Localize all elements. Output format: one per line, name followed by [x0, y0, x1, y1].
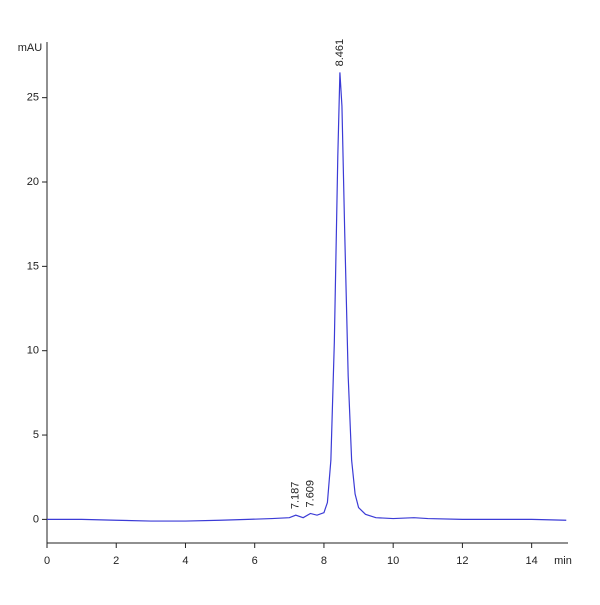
x-tick-label: 10 — [387, 555, 399, 567]
y-tick-label: 15 — [27, 260, 39, 272]
trace — [47, 72, 567, 522]
y-tick-label: 20 — [27, 176, 39, 188]
x-tick-label: 6 — [252, 555, 258, 567]
x-tick-label: 0 — [44, 555, 50, 567]
x-tick-label: 2 — [113, 555, 119, 567]
x-tick-label: 8 — [321, 555, 327, 567]
x-axis-label: min — [554, 555, 572, 567]
x-tick-label: 14 — [526, 555, 538, 567]
x-tick-label: 4 — [182, 555, 188, 567]
peak-label: 8.461 — [334, 39, 346, 67]
y-axis-label: mAU — [18, 42, 43, 54]
y-tick-label: 25 — [27, 92, 39, 104]
y-tick-label: 5 — [33, 429, 39, 441]
x-tick-label: 12 — [456, 555, 468, 567]
peak-label: 7.609 — [304, 480, 316, 508]
y-tick-label: 10 — [27, 345, 39, 357]
peak-label: 7.187 — [290, 482, 302, 510]
y-tick-label: 0 — [33, 513, 39, 525]
